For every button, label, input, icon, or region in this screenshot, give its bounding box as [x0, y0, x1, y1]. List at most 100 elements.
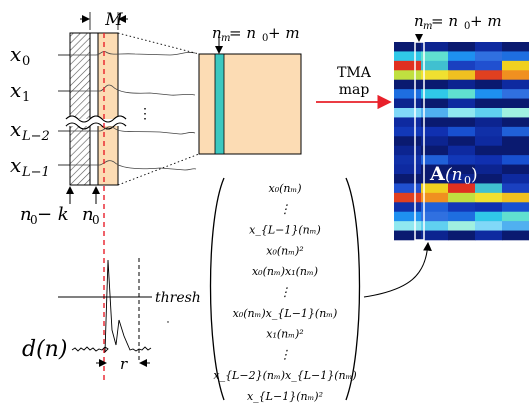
zoomed-window-box: [199, 54, 301, 154]
matrix-cell: [475, 193, 503, 203]
matrix-cell: [448, 61, 476, 71]
matrix-cell: [394, 99, 422, 109]
svg-text:1: 1: [22, 90, 30, 105]
matrix-cell: [421, 212, 449, 222]
vector-entry: x₁(nₘ)²: [266, 328, 303, 341]
matrix-cell: [475, 136, 503, 146]
vector-entry: x_{L−1}(nₘ)²: [247, 390, 323, 403]
matrix-cell: [475, 202, 503, 212]
signal-block: [58, 12, 199, 382]
matrix-cell: [475, 174, 503, 184]
matrix-cell: [394, 183, 422, 193]
matrix-cell: [475, 51, 503, 61]
matrix-cell: [502, 231, 529, 241]
matrix-cell: [502, 212, 529, 222]
vector-entry: x₀(nₘ)x_{L−1}(nₘ): [233, 307, 338, 320]
matrix-cell: [421, 80, 449, 90]
svg-text:A: A: [429, 163, 445, 185]
matrix-cell: [394, 202, 422, 212]
svg-text:x: x: [10, 117, 21, 141]
matrix-cell: [421, 146, 449, 156]
matrix-cell: [502, 117, 529, 127]
matrix-cell: [394, 42, 422, 52]
matrix-cell: [394, 80, 422, 90]
matrix-cell: [394, 117, 422, 127]
matrix-cell: [475, 127, 503, 137]
matrix-cell: [475, 80, 503, 90]
svg-text:− k: − k: [37, 204, 69, 225]
svg-text:+ m: + m: [268, 24, 300, 42]
matrix-cell: [475, 231, 503, 241]
matrix-cell: [421, 89, 449, 99]
label-n0-minus-k: n 0 − k: [20, 204, 69, 227]
matrix-cell: [421, 136, 449, 146]
vector-entry: x₀(nₘ): [268, 182, 301, 195]
feature-vector: x₀(nₘ)⋮x_{L−1}(nₘ)x₀(nₘ)²x₀(nₘ)x₁(nₘ)⋮x₀…: [211, 178, 360, 403]
matrix-cell: [448, 42, 476, 52]
matrix-cell: [394, 155, 422, 165]
svg-text:(n: (n: [445, 165, 463, 185]
matrix-cell: [421, 231, 449, 241]
matrix-cell: [394, 51, 422, 61]
zoomed-window: [199, 38, 301, 154]
current-column: [215, 54, 224, 154]
matrix-cell: [502, 136, 529, 146]
svg-text:L−2: L−2: [21, 129, 50, 144]
matrix-cell: [448, 70, 476, 80]
matrix-label: A (n 0 ): [429, 163, 478, 187]
matrix-cell: [502, 155, 529, 165]
matrix-cell: [502, 108, 529, 118]
matrix-cell: [394, 89, 422, 99]
matrix-cell: [421, 117, 449, 127]
svg-text:x: x: [10, 42, 21, 66]
svg-text:= n: = n: [229, 24, 256, 42]
matrix-cell: [475, 221, 503, 231]
matrix-cell: [394, 165, 422, 175]
channel-ellipsis: ⋮: [138, 106, 152, 122]
matrix-cell: [394, 146, 422, 156]
matrix-cell: [448, 89, 476, 99]
matrix-cell: [421, 70, 449, 80]
matrix-cell: [421, 221, 449, 231]
matrix-cell: [448, 193, 476, 203]
label-n0: n 0: [82, 204, 100, 227]
matrix-cell: [502, 80, 529, 90]
matrix-cell: [421, 51, 449, 61]
matrix-cell: [502, 70, 529, 80]
analysis-window: [98, 33, 118, 185]
matrix-cell: [394, 136, 422, 146]
matrix-cell: [394, 212, 422, 222]
matrix-cell: [421, 108, 449, 118]
matrix-cell: [502, 146, 529, 156]
matrix-cell: [421, 42, 449, 52]
channel-label-x1: x 1: [10, 78, 30, 105]
svg-text:0: 0: [464, 174, 471, 187]
matrix-cell: [421, 99, 449, 109]
vector-entry: x_{L−1}(nₘ): [249, 224, 321, 237]
matrix-cell: [475, 89, 503, 99]
matrix-cell: [448, 117, 476, 127]
matrix-cell: [475, 165, 503, 175]
matrix-cell: [502, 193, 529, 203]
matrix-cell: [502, 183, 529, 193]
matrix-cell: [394, 108, 422, 118]
svg-text:x: x: [10, 78, 21, 102]
matrix-cell: [448, 80, 476, 90]
matrix-cell: [394, 61, 422, 71]
vector-entry: x₀(nₘ)x₁(nₘ): [252, 265, 318, 278]
vector-entry: x₀(nₘ)²: [266, 244, 303, 257]
vector-to-matrix-arrow: [364, 243, 428, 297]
vector-right-paren: [346, 178, 360, 400]
matrix-cell: [448, 212, 476, 222]
matrix-cell: [502, 89, 529, 99]
svg-text:0: 0: [92, 213, 100, 227]
matrix-cell: [394, 221, 422, 231]
vector-entries: x₀(nₘ)⋮x_{L−1}(nₘ)x₀(nₘ)²x₀(nₘ)x₁(nₘ)⋮x₀…: [213, 182, 356, 403]
matrix-cell: [475, 108, 503, 118]
feature-matrix: [394, 34, 529, 240]
matrix-cell: [502, 127, 529, 137]
matrix-cell: [394, 174, 422, 184]
matrix-cell: [448, 155, 476, 165]
channel-label-xL2: x L−2: [10, 117, 50, 144]
matrix-cell: [448, 221, 476, 231]
